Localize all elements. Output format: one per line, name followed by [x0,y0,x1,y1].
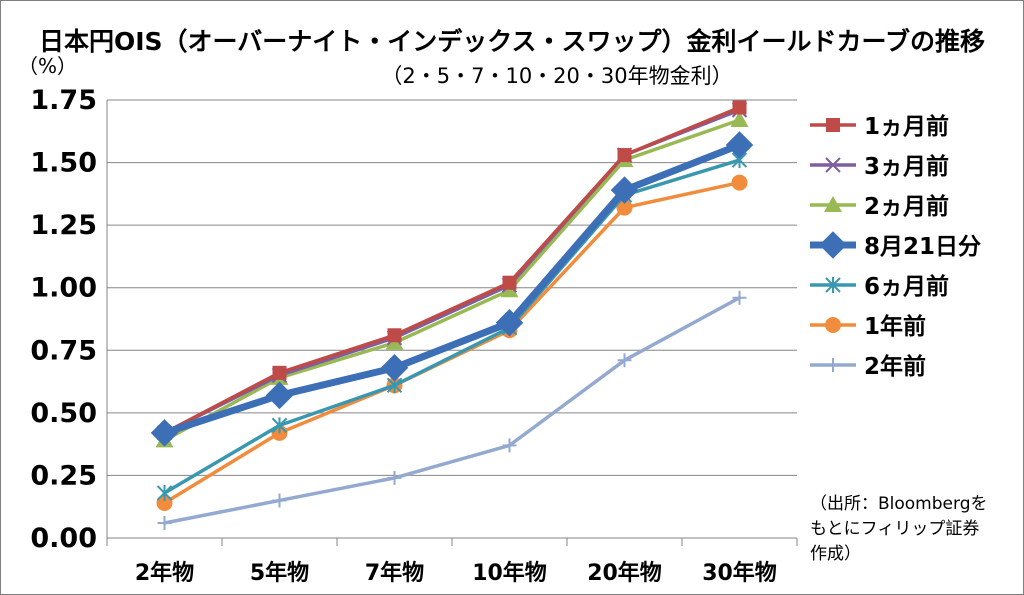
y-tick-label: 0.75 [30,335,97,366]
series-line [162,295,742,525]
data-point-marker [495,309,524,337]
legend-label: 6ヵ月前 [864,273,949,300]
data-point-marker [610,176,639,204]
y-tick-label: 0.00 [30,523,97,554]
series-line [162,158,742,495]
x-tick-label: 20年物 [587,560,662,586]
chart-title: 日本円OIS（オーバーナイト・インデックス・スワップ）金利イールドカーブの推移 [38,27,986,56]
legend-marker [824,196,842,212]
data-point-marker [271,417,288,434]
data-point-marker [387,328,402,343]
legend-marker [826,358,840,372]
y-tick-label: 1.75 [30,85,97,116]
series-line [162,108,742,435]
legend-marker [825,317,841,333]
data-point-marker [732,290,747,305]
x-tick-label: 10年物 [472,560,547,586]
y-axis-unit-label: （%） [18,54,78,78]
legend-marker [826,118,840,132]
y-tick-label: 1.00 [30,273,97,304]
data-point-marker [387,470,402,485]
data-point-marker [617,353,632,368]
data-point-marker [272,365,287,380]
data-point-marker [617,148,632,163]
x-tick-label: 7年物 [365,560,424,586]
legend-label: 3ヵ月前 [864,153,949,180]
y-tick-label: 0.50 [30,398,97,429]
data-point-marker [502,275,517,290]
y-tick-label: 1.25 [30,210,97,241]
legend-marker [825,277,841,293]
legend-label: 1ヵ月前 [864,113,949,140]
source-note: （出所：Bloombergを もとにフィリップ証券 作成） [810,494,988,564]
chart-subtitle: （2・5・7・10・20・30年物金利） [381,64,733,88]
x-tick-label: 2年物 [135,560,194,586]
data-point-marker [150,419,179,447]
data-point-marker [731,174,748,191]
series-line [161,141,743,437]
y-tick-label: 1.50 [30,148,97,179]
legend-label: 2ヵ月前 [864,193,949,220]
data-point-marker [502,438,517,453]
legend-marker [819,231,847,259]
legend-label: 8月21日分 [864,234,981,260]
data-point-marker [732,100,747,115]
data-point-marker [157,515,172,530]
series-line [162,118,742,443]
x-tick-label: 30年物 [702,560,777,586]
data-point-marker [265,381,294,410]
series-line [162,105,742,435]
legend-label: 2年前 [864,353,926,380]
data-point-marker [156,494,173,511]
data-point-marker [272,493,287,508]
data-point-marker [616,199,633,216]
data-point-marker [380,354,409,382]
x-tick-label: 5年物 [250,560,309,586]
legend-marker [825,157,841,173]
data-point-marker [730,111,749,128]
data-point-marker [156,484,173,501]
y-tick-label: 0.25 [30,460,97,491]
data-point-marker [725,131,754,159]
legend-label: 1年前 [864,313,926,340]
